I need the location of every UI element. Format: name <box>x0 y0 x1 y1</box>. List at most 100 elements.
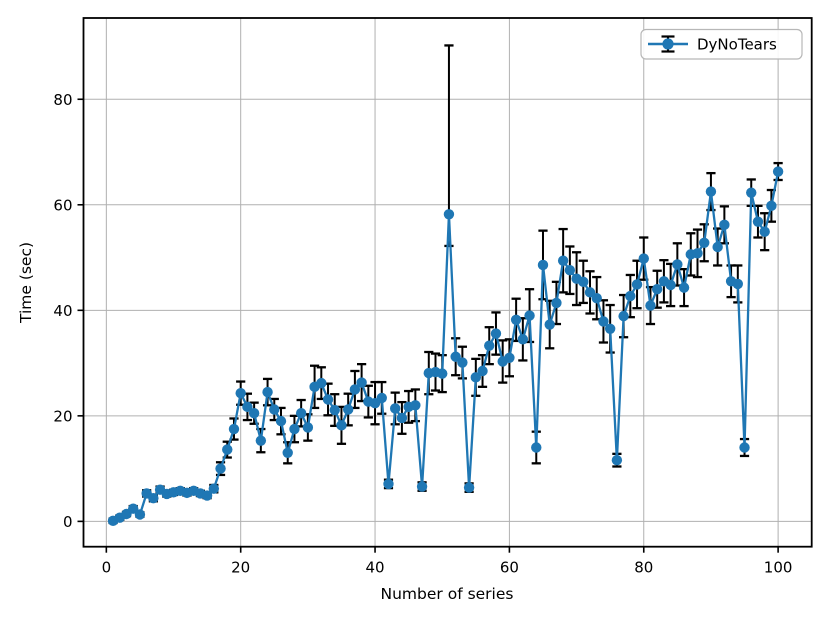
data-point-marker <box>504 352 515 363</box>
data-point-marker <box>477 365 488 377</box>
data-point-marker <box>638 253 649 264</box>
data-point-marker <box>484 340 495 351</box>
data-point-marker <box>672 259 683 270</box>
grid-layer <box>83 18 812 547</box>
data-point-marker <box>665 279 676 291</box>
data-point-marker <box>531 442 542 453</box>
data-point-marker <box>766 200 777 212</box>
x-tick-label: 60 <box>500 559 519 577</box>
data-point-marker <box>524 310 535 321</box>
data-point-marker <box>396 412 408 424</box>
data-point-marker <box>134 509 146 520</box>
data-point-marker <box>450 351 461 362</box>
x-tick-label: 0 <box>102 559 112 577</box>
data-point-marker <box>510 314 522 326</box>
data-point-marker <box>551 297 562 309</box>
y-axis-label: Time (sec) <box>17 242 35 324</box>
data-point-marker <box>759 226 770 237</box>
data-point-marker <box>739 442 750 453</box>
data-point-marker <box>557 255 569 266</box>
data-point-marker <box>678 282 690 293</box>
data-point-marker <box>719 219 730 231</box>
y-tick-label: 80 <box>53 91 72 109</box>
y-tick-label: 60 <box>53 196 72 214</box>
data-point-marker <box>699 237 710 248</box>
data-point-marker <box>457 357 468 368</box>
data-point-marker <box>248 408 260 419</box>
data-point-marker <box>410 400 421 411</box>
data-point-marker <box>578 276 589 288</box>
data-point-marker <box>289 423 300 435</box>
data-point-marker <box>383 478 394 490</box>
x-tick-label: 80 <box>634 559 653 577</box>
data-point-marker <box>201 490 213 501</box>
data-point-marker <box>302 422 314 433</box>
data-point-marker <box>242 401 253 413</box>
data-point-marker <box>443 209 455 220</box>
series-line <box>111 170 780 522</box>
data-point-marker <box>564 265 576 276</box>
data-point-marker <box>772 166 784 177</box>
data-point-marker <box>228 423 240 435</box>
data-point-marker <box>437 368 448 379</box>
data-point-marker <box>336 420 347 431</box>
data-point-marker <box>598 316 609 327</box>
data-point-marker <box>752 216 764 227</box>
data-point-marker <box>376 392 387 404</box>
data-point-marker <box>222 444 233 455</box>
legend-box <box>640 28 803 60</box>
data-point-marker <box>295 408 307 419</box>
data-point-marker <box>604 323 616 334</box>
data-point-marker <box>342 404 354 415</box>
data-point-marker <box>517 334 529 345</box>
data-point-marker <box>215 463 226 474</box>
data-point-marker <box>235 387 246 399</box>
data-point-marker <box>625 290 636 302</box>
x-tick-label: 40 <box>366 559 385 577</box>
legend-sample-marker <box>662 38 674 50</box>
data-point-marker <box>416 481 428 492</box>
data-point-marker <box>618 310 629 322</box>
series-line-layer <box>111 170 780 522</box>
data-point-marker <box>651 284 663 295</box>
data-point-marker <box>692 248 703 259</box>
legend: DyNoTears <box>640 28 803 60</box>
data-point-marker <box>208 483 220 494</box>
data-point-marker <box>148 492 159 504</box>
y-tick-label: 20 <box>53 407 72 425</box>
data-point-marker <box>705 186 717 197</box>
data-point-marker <box>746 187 757 198</box>
data-point-marker <box>463 482 475 493</box>
data-point-marker <box>470 372 482 383</box>
x-tick-label: 100 <box>764 559 793 577</box>
data-point-marker <box>544 319 555 330</box>
data-point-marker <box>262 386 273 398</box>
data-point-marker <box>611 454 623 466</box>
plot-frame <box>82 17 813 548</box>
data-point-marker <box>390 403 401 414</box>
data-point-marker <box>631 279 643 290</box>
data-point-marker <box>537 259 549 271</box>
data-point-marker <box>322 394 334 405</box>
data-point-marker <box>282 447 293 458</box>
data-point-marker <box>316 377 327 389</box>
data-point-marker <box>591 292 602 304</box>
marker-layer <box>107 166 784 527</box>
data-point-marker <box>329 404 340 416</box>
data-point-marker <box>128 503 139 514</box>
legend-label: DyNoTears <box>697 36 777 54</box>
tick-layer: 0 20 40 60 80 100 0 20 40 60 80 <box>53 91 792 577</box>
data-point-marker <box>645 300 656 311</box>
legend-sample-errorbar <box>648 35 688 53</box>
data-point-marker <box>732 278 744 290</box>
data-point-marker <box>712 241 723 253</box>
data-point-marker <box>255 435 267 446</box>
y-tick-label: 0 <box>63 513 73 531</box>
data-point-marker <box>584 287 596 298</box>
x-tick-label: 20 <box>231 559 250 577</box>
data-point-marker <box>356 377 367 388</box>
y-tick-label: 40 <box>53 302 72 320</box>
data-point-marker <box>275 415 287 427</box>
